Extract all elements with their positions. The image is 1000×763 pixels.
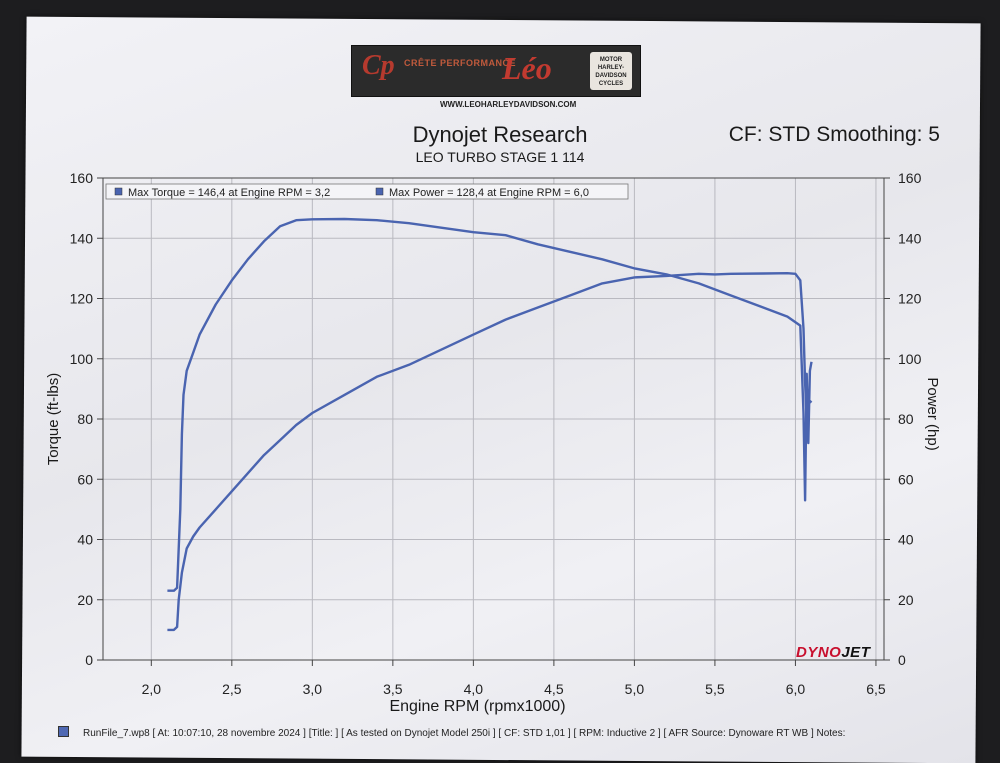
harley-davidson-logo: MOTOR HARLEY-DAVIDSON CYCLES bbox=[590, 52, 632, 90]
x-tick-label-0: 2,0 bbox=[142, 681, 162, 697]
axis-labels: Engine RPM (rpmx1000) Torque (ft-lbs) Powe… bbox=[45, 373, 941, 715]
y-tick-label-left-2: 40 bbox=[77, 532, 93, 548]
x-tick-label-9: 6,5 bbox=[866, 681, 886, 697]
y-tick-label-right-8: 160 bbox=[898, 170, 922, 186]
series-line-power bbox=[167, 272, 813, 632]
y-tick-label-left-4: 80 bbox=[77, 411, 93, 427]
legend-box bbox=[105, 183, 629, 200]
legend-entry-1: Max Power = 128,4 at Engine RPM = 6,0 bbox=[389, 187, 589, 199]
y-axis-label-right: Power (hp) bbox=[924, 377, 941, 450]
website-url: WWW.LEOHARLEYDAVIDSON.COM bbox=[440, 100, 577, 109]
footer-square-icon bbox=[58, 726, 69, 737]
legend-marker-1 bbox=[375, 187, 384, 196]
series-curves bbox=[167, 217, 813, 632]
y-tick-label-right-5: 100 bbox=[898, 351, 922, 367]
y-tick-label-right-7: 140 bbox=[898, 230, 922, 246]
y-tick-label-left-3: 60 bbox=[77, 471, 93, 487]
footer-text: RunFile_7.wp8 [ At: 10:07:10, 28 novembr… bbox=[83, 728, 846, 739]
y-tick-label-left-0: 0 bbox=[85, 652, 93, 668]
correction-settings: CF: STD Smoothing: 5 bbox=[728, 123, 940, 146]
axis-ticks: 2,0 2,5 3,0 3,5 4,0 4,5 5,0 5,5 6,0 6,5 0 20 40 60 80 1… bbox=[70, 170, 922, 697]
chart-legend: Max Torque = 146,4 at Engine RPM = 3,2 Ma… bbox=[105, 183, 629, 200]
leo-logo-text: Léo bbox=[502, 50, 552, 86]
y-tick-label-right-4: 80 bbox=[898, 411, 914, 427]
dynojet-logo-jet: JET bbox=[841, 644, 871, 661]
y-tick-label-left-1: 20 bbox=[77, 592, 93, 608]
y-tick-label-left-7: 140 bbox=[70, 230, 94, 246]
x-tick-label-1: 2,5 bbox=[222, 681, 242, 697]
crete-performance-logo: Cp bbox=[362, 50, 395, 81]
x-tick-label-5: 4,5 bbox=[544, 681, 564, 697]
chart-subtitle: LEO TURBO STAGE 1 114 bbox=[415, 149, 585, 165]
y-tick-label-left-6: 120 bbox=[70, 291, 94, 307]
y-tick-label-right-3: 60 bbox=[898, 471, 914, 487]
dealer-banner-logo: Cp CRÊTE PERFORMANCE Léo MOTOR HARLEY-DA… bbox=[351, 45, 641, 97]
banner-left-text: CRÊTE PERFORMANCE bbox=[404, 58, 517, 68]
run-file-footer: RunFile_7.wp8 [ At: 10:07:10, 28 novembr… bbox=[58, 726, 845, 739]
y-axis-label-left: Torque (ft-lbs) bbox=[45, 373, 62, 466]
y-tick-label-left-8: 160 bbox=[70, 170, 94, 186]
y-tick-label-right-6: 120 bbox=[898, 291, 922, 307]
y-tick-label-left-5: 100 bbox=[70, 351, 94, 367]
chart-title: Dynojet Research bbox=[412, 122, 588, 147]
x-tick-label-8: 6,0 bbox=[786, 681, 806, 697]
y-tick-label-right-1: 20 bbox=[898, 592, 914, 608]
x-tick-label-4: 4,0 bbox=[464, 681, 484, 697]
x-tick-label-2: 3,0 bbox=[303, 681, 323, 697]
series-line-torque bbox=[167, 217, 813, 592]
dynojet-logo: DYNOJET bbox=[796, 644, 870, 661]
legend-entry-0: Max Torque = 146,4 at Engine RPM = 3,2 bbox=[128, 187, 330, 199]
x-axis-label: Engine RPM (rpmx1000) bbox=[389, 698, 565, 715]
dynojet-logo-dyno: DYNO bbox=[796, 644, 842, 661]
x-tick-label-7: 5,5 bbox=[705, 681, 725, 697]
legend-marker-0 bbox=[114, 187, 123, 196]
y-tick-label-right-2: 40 bbox=[898, 532, 914, 548]
x-tick-label-3: 3,5 bbox=[383, 681, 403, 697]
chart-grid bbox=[103, 177, 884, 661]
x-tick-label-6: 5,0 bbox=[625, 681, 645, 697]
y-tick-label-right-0: 0 bbox=[898, 652, 906, 668]
